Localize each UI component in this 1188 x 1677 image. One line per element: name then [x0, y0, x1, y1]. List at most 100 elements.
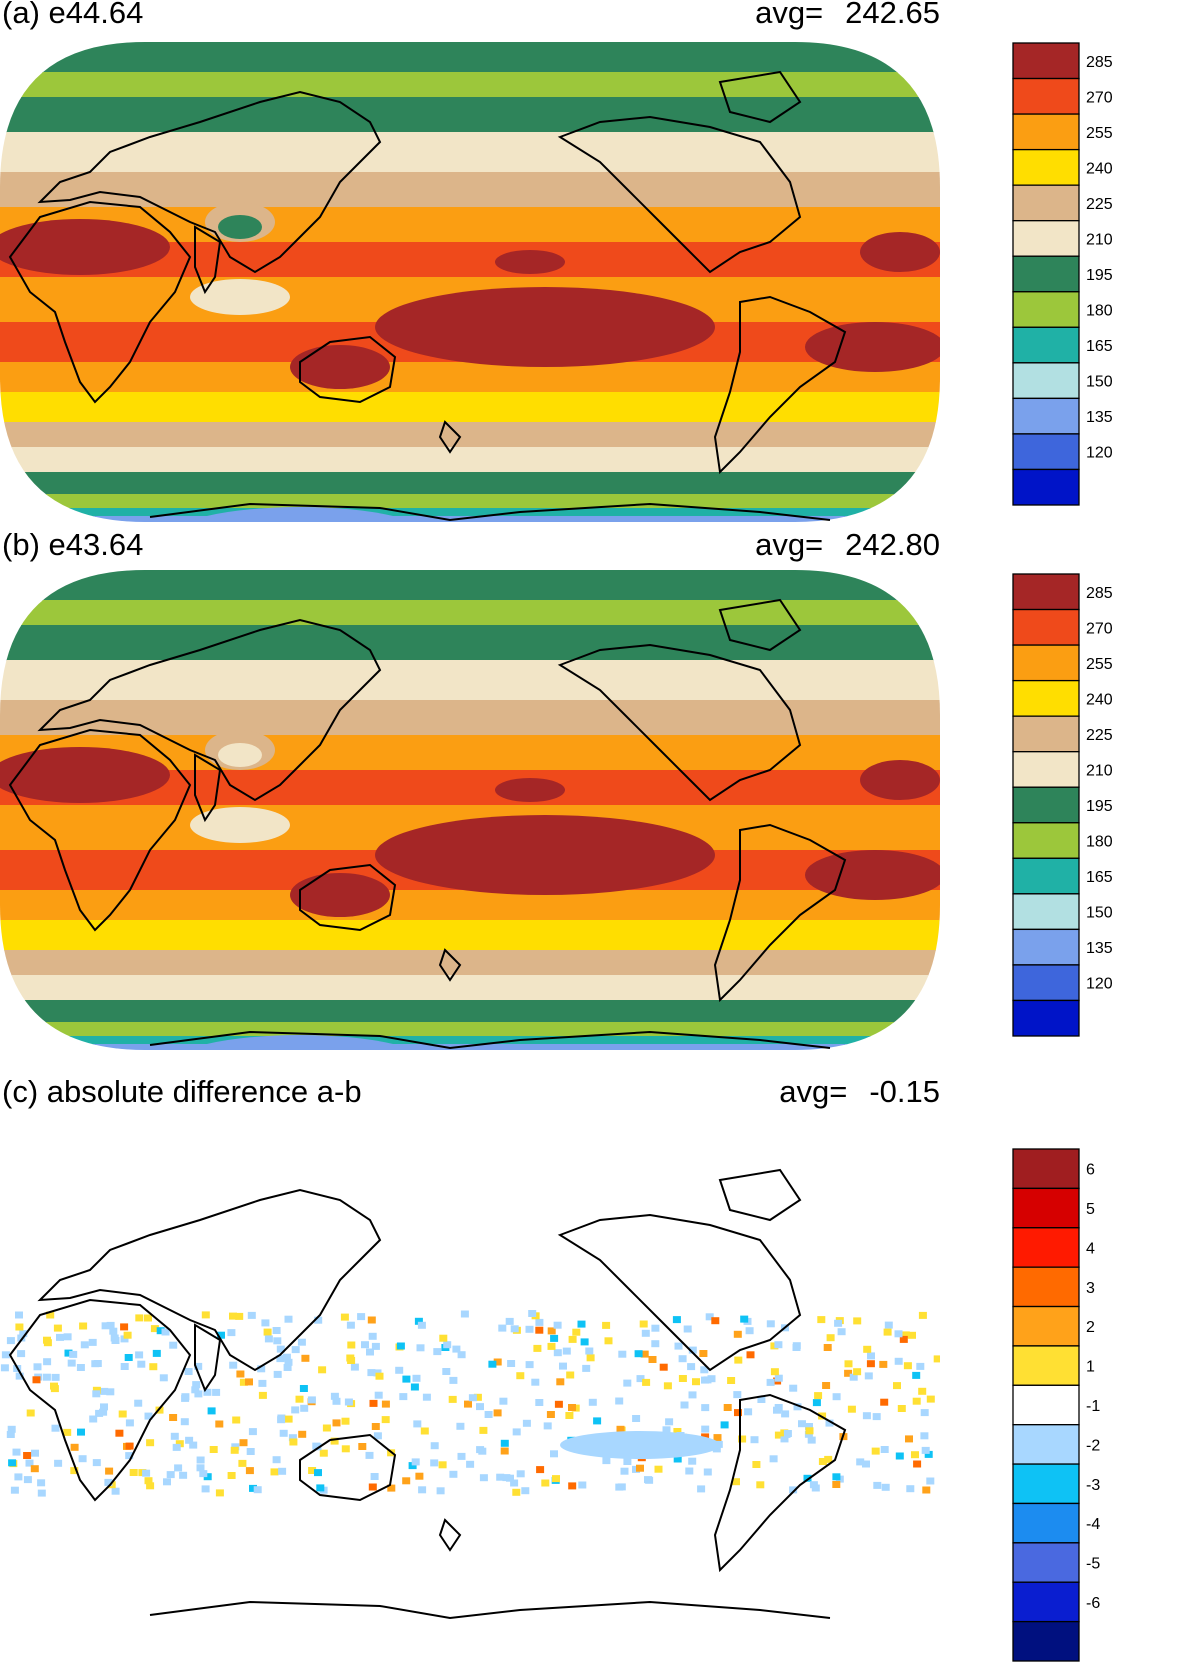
difference-cell — [880, 1398, 889, 1406]
colorbar-label: 2 — [1086, 1319, 1095, 1336]
difference-cell — [436, 1487, 445, 1495]
difference-cell — [261, 1319, 270, 1327]
difference-cell — [295, 1395, 304, 1403]
difference-cell — [411, 1458, 420, 1466]
difference-cell — [69, 1350, 78, 1358]
difference-cell — [299, 1385, 308, 1392]
difference-cell — [257, 1365, 266, 1373]
difference-cell — [395, 1366, 404, 1374]
difference-cell — [588, 1398, 597, 1406]
colorbar-swatch — [1012, 433, 1080, 471]
colorbar-label: 255 — [1086, 125, 1113, 142]
difference-cell — [399, 1393, 408, 1401]
difference-cell — [916, 1362, 925, 1370]
difference-cell — [149, 1363, 158, 1371]
difference-cell — [156, 1327, 165, 1335]
difference-cell — [740, 1315, 749, 1323]
coastlines — [8, 1168, 847, 1620]
difference-cell — [745, 1327, 754, 1335]
field-maximum — [860, 760, 940, 800]
difference-cell — [15, 1311, 23, 1319]
difference-cell — [1, 1351, 10, 1359]
difference-cell — [209, 1446, 218, 1453]
difference-cell — [196, 1464, 205, 1472]
colorbar-label: -6 — [1086, 1595, 1100, 1612]
difference-cell — [163, 1478, 171, 1486]
difference-cell — [568, 1335, 577, 1343]
difference-cell — [298, 1430, 307, 1438]
difference-cell — [63, 1428, 72, 1436]
difference-cell — [207, 1407, 216, 1415]
difference-cell — [227, 1329, 236, 1337]
difference-cell — [80, 1341, 89, 1349]
difference-cell — [17, 1334, 26, 1342]
field-minimum — [218, 215, 262, 239]
difference-cell — [705, 1313, 714, 1321]
difference-cell — [367, 1316, 376, 1324]
difference-cell — [179, 1471, 188, 1479]
field-band — [0, 1022, 940, 1037]
difference-cell — [439, 1334, 448, 1342]
difference-cell — [101, 1322, 110, 1330]
colorbar-swatch — [1012, 1424, 1080, 1465]
difference-cell — [774, 1341, 783, 1349]
field-minimum — [190, 807, 290, 843]
colorbar-label: 285 — [1086, 585, 1113, 602]
difference-cell — [562, 1347, 571, 1355]
difference-cell — [541, 1479, 550, 1487]
difference-cell — [822, 1382, 831, 1389]
difference-cell — [368, 1332, 377, 1340]
difference-cell — [818, 1458, 827, 1465]
world-map-a — [0, 42, 940, 522]
difference-cell — [585, 1347, 594, 1355]
coastlines — [8, 598, 847, 1050]
difference-cell — [466, 1460, 475, 1468]
difference-cell — [7, 1425, 16, 1433]
field-band — [0, 447, 940, 473]
field-band — [0, 508, 940, 517]
difference-cell — [106, 1321, 115, 1329]
difference-cell — [300, 1404, 309, 1412]
difference-cell — [37, 1479, 46, 1487]
difference-cell — [844, 1360, 853, 1368]
difference-cell — [620, 1467, 629, 1475]
difference-cell — [703, 1468, 712, 1476]
difference-cell — [387, 1484, 396, 1492]
difference-cell — [824, 1455, 833, 1463]
panel-a: (a) e44.64 avg= 242.65 285 270 255 240 225 210… — [0, 0, 1188, 525]
difference-cell — [230, 1446, 239, 1454]
difference-cell — [700, 1366, 709, 1374]
field-band — [0, 362, 940, 393]
difference-cell — [340, 1313, 349, 1321]
field-maximum — [0, 747, 170, 803]
difference-cell — [688, 1391, 697, 1399]
difference-cell — [358, 1443, 367, 1450]
difference-cell — [699, 1350, 708, 1357]
difference-cell — [663, 1382, 672, 1390]
world-map-c — [0, 1168, 940, 1620]
coastline — [438, 948, 462, 982]
difference-cell — [616, 1425, 625, 1433]
difference-cell — [203, 1473, 212, 1481]
difference-cell — [416, 1344, 425, 1352]
difference-cell — [301, 1354, 310, 1362]
difference-cell — [789, 1486, 798, 1494]
difference-cell — [903, 1362, 912, 1370]
difference-cell — [350, 1363, 359, 1371]
colorbar-swatch — [1012, 1502, 1080, 1544]
difference-cell — [507, 1360, 516, 1367]
colorbar-swatch — [1012, 608, 1080, 646]
field-band — [0, 1044, 940, 1050]
colorbar-swatch — [1012, 148, 1080, 186]
avg-label: avg= — [755, 0, 824, 30]
difference-cell — [547, 1342, 556, 1350]
coastline — [718, 1168, 802, 1222]
colorbar-swatch — [1012, 1620, 1080, 1662]
difference-cell — [215, 1420, 224, 1428]
difference-cell — [516, 1470, 525, 1478]
difference-cell — [152, 1349, 161, 1357]
difference-cell — [248, 1428, 257, 1436]
difference-cell — [535, 1399, 544, 1406]
difference-cell — [680, 1401, 689, 1409]
field-band — [0, 42, 940, 73]
